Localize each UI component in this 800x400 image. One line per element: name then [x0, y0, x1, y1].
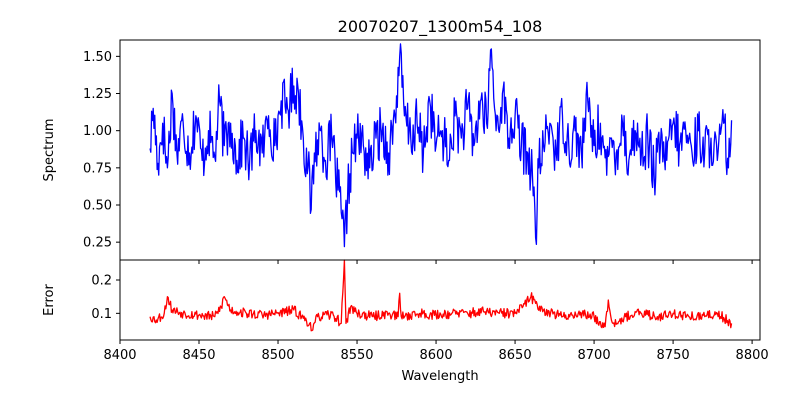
x-tick-label: 8750: [657, 348, 690, 363]
x-tick-label: 8650: [499, 348, 532, 363]
x-axis-label: Wavelength: [401, 369, 478, 384]
x-tick-label: 8550: [340, 348, 373, 363]
error-y-axis-label: Error: [42, 284, 57, 316]
spectrum-y-tick-label: 1.25: [83, 87, 112, 102]
x-tick-label: 8600: [420, 348, 453, 363]
x-tick-label: 8450: [182, 348, 215, 363]
x-tick-label: 8400: [103, 348, 136, 363]
error-axes-frame: [119, 259, 761, 341]
error-y-tick-label: 0.1: [91, 307, 112, 322]
x-tick-label: 8700: [578, 348, 611, 363]
x-tick-label: 8500: [261, 348, 294, 363]
spectrum-y-tick-label: 0.50: [83, 199, 112, 214]
error-y-tick-label: 0.2: [91, 274, 112, 289]
spectrum-panel: 0.25 0.50 0.75 1.00 1.25 1.50: [83, 39, 761, 264]
chart-title: 20070207_1300m54_108: [338, 17, 543, 37]
error-panel: 0.1 0.2 8400 8450 8500 8550 8600 8650 8700 8750 88…: [91, 259, 769, 363]
x-tick-label: 8800: [736, 348, 769, 363]
spectrum-y-axis-label: Spectrum: [42, 119, 57, 182]
spectrum-y-tick-label: 1.00: [83, 124, 112, 139]
error-series-line: [149, 259, 733, 332]
spectrum-y-tick-label: 0.75: [83, 161, 112, 176]
spectrum-y-tick-label: 0.25: [83, 236, 112, 251]
spectrum-y-tick-label: 1.50: [83, 50, 112, 65]
spectrum-series-line: [149, 43, 733, 248]
